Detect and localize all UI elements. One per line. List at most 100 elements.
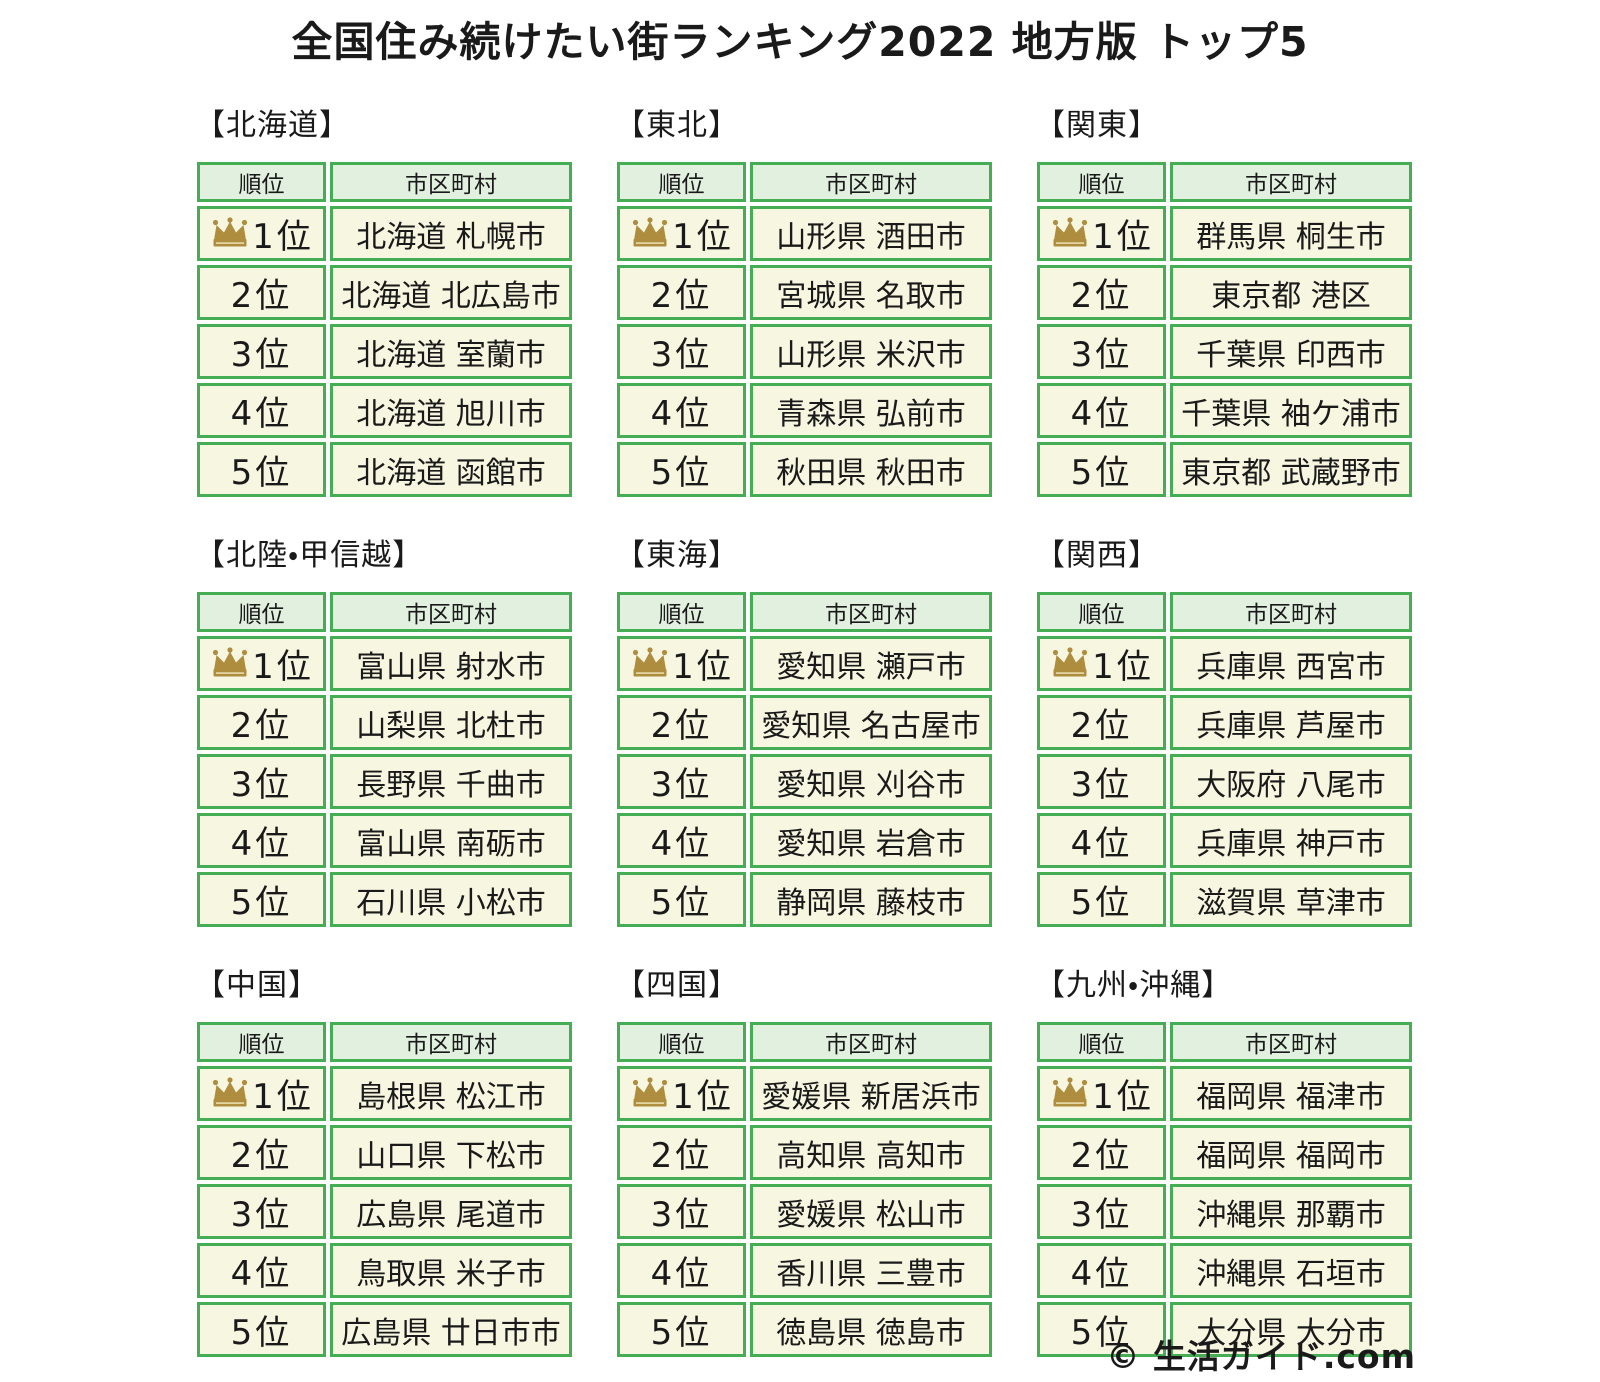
table-row: 2位 高知県 高知市 xyxy=(617,1125,992,1180)
crown-icon xyxy=(1053,646,1088,676)
table-row: 2位 愛知県 名古屋市 xyxy=(617,695,992,750)
rank-label: 2位 xyxy=(650,706,713,746)
rank-cell: 3位 xyxy=(1037,1184,1166,1239)
rank-cell: 3位 xyxy=(1037,324,1166,379)
rank-label: 5位 xyxy=(230,1313,293,1353)
city-name: 広島県 廿日市市 xyxy=(330,1302,572,1357)
rank-label: 4位 xyxy=(1070,824,1133,864)
rank-column-header: 順位 xyxy=(197,592,326,632)
table-row: 5位 広島県 廿日市市 xyxy=(197,1302,572,1357)
city-name: 沖縄県 那覇市 xyxy=(1170,1184,1412,1239)
region-title: 【関東】 xyxy=(1035,108,1159,143)
ranking-table: 順位 市区町村 1位 山形県 酒田市 xyxy=(613,158,996,501)
table-row: 2位 山口県 下松市 xyxy=(197,1125,572,1180)
table-header-row: 順位 市区町村 xyxy=(197,592,572,632)
rank-column-header: 順位 xyxy=(197,162,326,202)
table-row: 4位 青森県 弘前市 xyxy=(617,383,992,438)
rank-cell: 2位 xyxy=(197,695,326,750)
city-name: 徳島県 徳島市 xyxy=(750,1302,992,1357)
region-title: 【北陸・甲信越】 xyxy=(195,538,424,573)
table-row: 3位 千葉県 印西市 xyxy=(1037,324,1412,379)
rank-label: 3位 xyxy=(1070,335,1133,375)
rank-column-header: 順位 xyxy=(197,1022,326,1062)
rank-label: 3位 xyxy=(1070,1195,1133,1235)
ranking-table: 順位 市区町村 1位 福岡県 福津市 xyxy=(1033,1018,1416,1361)
city-name: 大分県 大分市 xyxy=(1170,1302,1412,1357)
city-name: 愛媛県 松山市 xyxy=(750,1184,992,1239)
table-header-row: 順位 市区町村 xyxy=(197,162,572,202)
page-title: 全国住み続けたい街ランキング2022 地方版 トップ5 xyxy=(291,18,1309,66)
ranking-table: 順位 市区町村 1位 北海道 札幌市 xyxy=(193,158,576,501)
rank-column-header: 順位 xyxy=(1037,1022,1166,1062)
rank-label: 3位 xyxy=(230,335,293,375)
rank-label: 3位 xyxy=(650,335,713,375)
table-row: 3位 沖縄県 那覇市 xyxy=(1037,1184,1412,1239)
city-name: 北海道 北広島市 xyxy=(330,265,572,320)
city-name: 静岡県 藤枝市 xyxy=(750,872,992,927)
regions-grid: 【北海道】 順位 市区町村 1位 xyxy=(193,100,1416,1361)
city-name: 富山県 射水市 xyxy=(330,636,572,691)
table-row: 5位 秋田県 秋田市 xyxy=(617,442,992,497)
table-row: 4位 鳥取県 米子市 xyxy=(197,1243,572,1298)
rank-cell: 2位 xyxy=(1037,265,1166,320)
crown-icon xyxy=(213,216,248,246)
city-column-header: 市区町村 xyxy=(330,1022,572,1062)
ranking-table: 順位 市区町村 1位 島根県 松江市 xyxy=(193,1018,576,1361)
crown-icon xyxy=(213,1076,248,1106)
rank-label: 4位 xyxy=(650,824,713,864)
city-name: 千葉県 袖ケ浦市 xyxy=(1170,383,1412,438)
region-title: 【四国】 xyxy=(615,968,739,1003)
rank-cell: 1位 xyxy=(617,206,746,261)
region-title: 【北海道】 xyxy=(195,108,350,143)
crown-icon xyxy=(1053,216,1088,246)
rank-cell: 5位 xyxy=(617,442,746,497)
table-row: 4位 愛知県 岩倉市 xyxy=(617,813,992,868)
city-name: 石川県 小松市 xyxy=(330,872,572,927)
rank-label: 1位 xyxy=(1092,647,1154,687)
crown-icon xyxy=(213,646,248,676)
rank-cell: 1位 xyxy=(617,636,746,691)
rank-column-header: 順位 xyxy=(1037,592,1166,632)
rank-cell: 2位 xyxy=(617,265,746,320)
city-name: 香川県 三豊市 xyxy=(750,1243,992,1298)
table-row: 1位 北海道 札幌市 xyxy=(197,206,572,261)
rank-cell: 2位 xyxy=(617,695,746,750)
table-row: 5位 石川県 小松市 xyxy=(197,872,572,927)
crown-icon xyxy=(633,216,668,246)
crown-icon xyxy=(1053,1076,1088,1106)
rank-label: 5位 xyxy=(230,883,293,923)
city-name: 群馬県 桐生市 xyxy=(1170,206,1412,261)
table-row: 5位 徳島県 徳島市 xyxy=(617,1302,992,1357)
rank-cell: 4位 xyxy=(197,383,326,438)
table-row: 4位 兵庫県 神戸市 xyxy=(1037,813,1412,868)
rank-cell: 5位 xyxy=(1037,442,1166,497)
rank-label: 3位 xyxy=(650,1195,713,1235)
rank-label: 5位 xyxy=(230,453,293,493)
copyright-text: © 生活ガイド.com xyxy=(1106,1337,1416,1376)
city-name: 高知県 高知市 xyxy=(750,1125,992,1180)
rank-cell: 3位 xyxy=(1037,754,1166,809)
rank-label: 2位 xyxy=(1070,706,1133,746)
rank-column-header: 順位 xyxy=(617,162,746,202)
rank-label: 2位 xyxy=(230,276,293,316)
city-name: 富山県 南砺市 xyxy=(330,813,572,868)
crown-icon xyxy=(633,646,668,676)
table-row: 2位 北海道 北広島市 xyxy=(197,265,572,320)
rank-label: 4位 xyxy=(230,394,293,434)
city-name: 山形県 酒田市 xyxy=(750,206,992,261)
city-name: 北海道 函館市 xyxy=(330,442,572,497)
region-title: 【中国】 xyxy=(195,968,319,1003)
ranking-table: 順位 市区町村 1位 愛媛県 新居浜市 xyxy=(613,1018,996,1361)
rank-cell: 1位 xyxy=(617,1066,746,1121)
city-column-header: 市区町村 xyxy=(750,1022,992,1062)
rank-label: 2位 xyxy=(650,1136,713,1176)
rank-label: 4位 xyxy=(1070,1254,1133,1294)
rank-label: 1位 xyxy=(252,217,314,257)
table-row: 5位 大分県 大分市 xyxy=(1037,1302,1412,1357)
table-row: 5位 滋賀県 草津市 xyxy=(1037,872,1412,927)
table-row: 5位 静岡県 藤枝市 xyxy=(617,872,992,927)
rank-column-header: 順位 xyxy=(617,1022,746,1062)
city-name: 滋賀県 草津市 xyxy=(1170,872,1412,927)
rank-cell: 1位 xyxy=(197,636,326,691)
table-row: 4位 千葉県 袖ケ浦市 xyxy=(1037,383,1412,438)
